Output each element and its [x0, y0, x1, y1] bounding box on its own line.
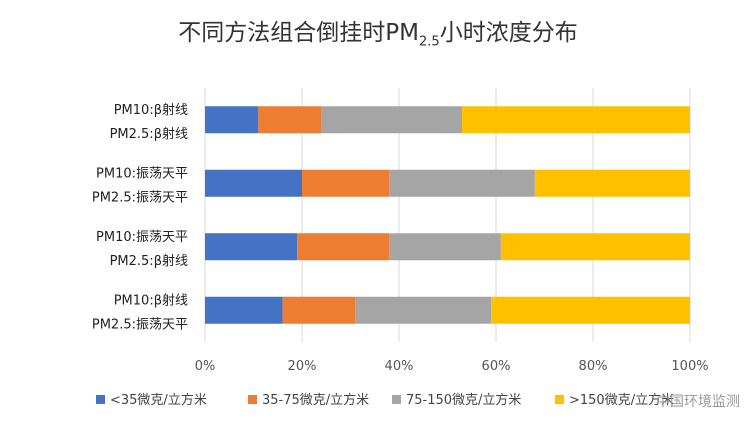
x-tick-label: 60% — [482, 359, 511, 374]
bar-segment — [297, 233, 390, 261]
legend-swatch — [392, 395, 401, 404]
category-label-line2: PM2.5:β射线 — [110, 253, 188, 269]
category-label-line1: PM10:振荡天平 — [96, 230, 188, 245]
bar-segment — [205, 169, 302, 197]
bar-segment — [205, 233, 298, 261]
legend-swatch — [555, 395, 564, 404]
legend-label: <35微克/立方米 — [110, 392, 207, 408]
bar-segment — [462, 106, 690, 134]
legend-swatch — [96, 395, 105, 404]
x-tick-label: 0% — [195, 359, 216, 374]
bar-segment — [321, 106, 463, 134]
bar-segment — [282, 296, 356, 324]
legend-label: 35-75微克/立方米 — [262, 392, 369, 408]
category-label-line1: PM10:β射线 — [114, 102, 188, 118]
bar-segment — [500, 233, 690, 261]
x-tick-label: 80% — [579, 359, 608, 374]
chart-title-rest: 小时浓度分布 — [439, 20, 578, 46]
x-tick-label: 40% — [385, 359, 414, 374]
legend-swatch — [248, 395, 257, 404]
chart-title-main: 不同方法组合倒挂时PM — [178, 20, 420, 46]
category-label-line1: PM10:β射线 — [114, 292, 188, 308]
bar-segment — [389, 169, 535, 197]
category-label-line2: PM2.5:振荡天平 — [92, 190, 188, 205]
bar-segment — [258, 106, 322, 134]
category-label-line2: PM2.5:振荡天平 — [92, 317, 188, 332]
chart-title-subscript: 2.5 — [419, 34, 440, 50]
category-label-line1: PM10:振荡天平 — [96, 166, 188, 181]
x-tick-label: 100% — [671, 359, 708, 374]
bar-segment — [205, 296, 283, 324]
watermark-text: 中国环境监测 — [656, 394, 740, 410]
bar-segment — [389, 233, 501, 261]
x-tick-label: 20% — [288, 359, 317, 374]
legend-label: >150微克/立方米 — [569, 392, 674, 408]
bar-segment — [355, 296, 492, 324]
bar-segment — [302, 169, 390, 197]
legend-label: 75-150微克/立方米 — [406, 392, 521, 408]
bar-segment — [534, 169, 690, 197]
chart-title: 不同方法组合倒挂时PM2.5小时浓度分布 — [0, 18, 756, 58]
category-label-line2: PM2.5:β射线 — [110, 126, 188, 142]
bar-segment — [205, 106, 259, 134]
bar-segment — [491, 296, 690, 324]
